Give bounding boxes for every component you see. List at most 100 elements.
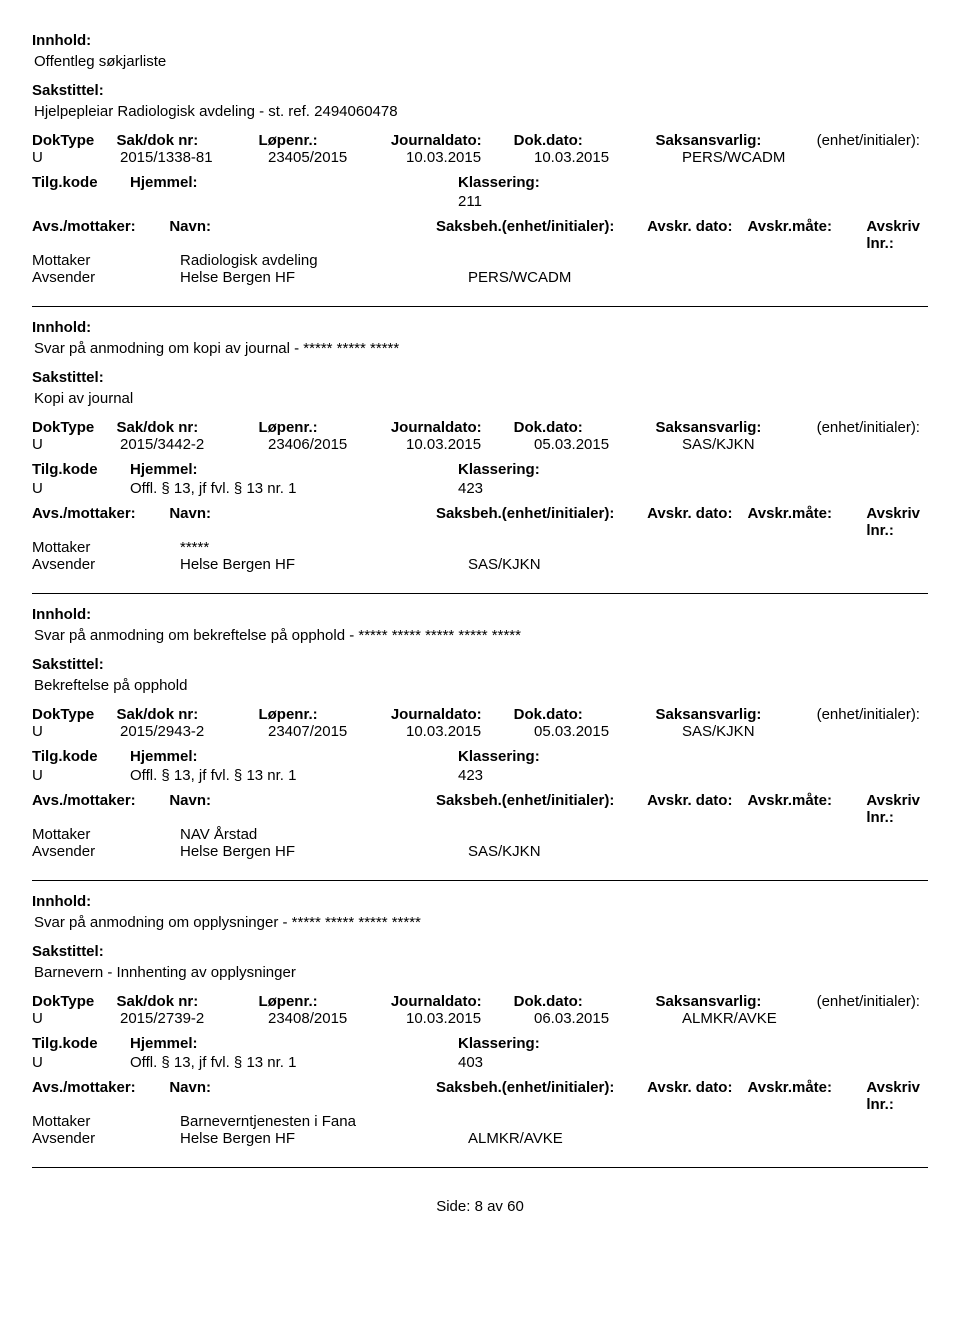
klassering-label: Klassering: <box>458 748 928 765</box>
sakdok-value: 2015/1338-81 <box>120 149 268 166</box>
hjemmel-value: Offl. § 13, jf fvl. § 13 nr. 1 <box>130 1054 458 1071</box>
journaldato-label: Journaldato: <box>391 132 514 149</box>
avskrmate-label: Avskr.måte: <box>748 218 867 252</box>
avsmottaker-label: Avs./mottaker: <box>32 218 169 252</box>
saksbeh-value: SAS/KJKN <box>468 843 928 860</box>
saksansvarlig-label: Saksansvarlig: <box>656 706 817 723</box>
enhet-label: (enhet/initialer): <box>817 706 928 723</box>
dokdato-value: 05.03.2015 <box>534 436 682 453</box>
klassering-value: 423 <box>458 480 928 497</box>
hjemmel-value: Offl. § 13, jf fvl. § 13 nr. 1 <box>130 767 458 784</box>
hjemmel-value: Offl. § 13, jf fvl. § 13 nr. 1 <box>130 480 458 497</box>
sakstittel-value: Kopi av journal <box>34 390 928 407</box>
journaldato-value: 10.03.2015 <box>406 1010 534 1027</box>
mottaker-navn: Radiologisk avdeling <box>180 252 468 269</box>
sakdok-label: Sak/dok nr: <box>117 419 259 436</box>
page-footer: Side: 8 av 60 <box>32 1168 928 1225</box>
avskrmate-label: Avskr.måte: <box>748 505 867 539</box>
innhold-label: Innhold: <box>32 32 928 49</box>
doktype-label: DokType <box>32 132 117 149</box>
avsender-label: Avsender <box>32 843 180 860</box>
journal-entry: Innhold: Svar på anmodning om bekreftels… <box>32 594 928 881</box>
klassering-label: Klassering: <box>458 461 928 478</box>
mottaker-navn: Barneverntjenesten i Fana <box>180 1113 468 1130</box>
navn-label: Navn: <box>169 505 436 539</box>
navn-label: Navn: <box>169 1079 436 1113</box>
tilgkode-value: U <box>32 1054 130 1071</box>
page-number: 8 <box>475 1198 483 1215</box>
saksbeh-label: Saksbeh.(enhet/initialer): <box>436 218 647 252</box>
av-label: av <box>487 1198 503 1215</box>
journaldato-label: Journaldato: <box>391 993 514 1010</box>
doktype-value: U <box>32 149 120 166</box>
dokdato-label: Dok.dato: <box>514 993 656 1010</box>
sakstittel-value: Hjelpepleiar Radiologisk avdeling - st. … <box>34 103 928 120</box>
sakdok-label: Sak/dok nr: <box>117 993 259 1010</box>
hjemmel-label: Hjemmel: <box>130 1035 458 1052</box>
innhold-value: Offentleg søkjarliste <box>34 53 928 70</box>
saksansvarlig-value: SAS/KJKN <box>682 436 850 453</box>
doktype-label: DokType <box>32 993 117 1010</box>
lopenr-label: Løpenr.: <box>258 419 390 436</box>
dokdato-label: Dok.dato: <box>514 132 656 149</box>
avsender-navn: Helse Bergen HF <box>180 269 468 286</box>
avskrivlnr-label: Avskriv lnr.: <box>866 505 928 539</box>
tilgkode-label: Tilg.kode <box>32 1035 130 1052</box>
sakdok-value: 2015/2943-2 <box>120 723 268 740</box>
saksbeh-value: SAS/KJKN <box>468 556 928 573</box>
navn-label: Navn: <box>169 218 436 252</box>
innhold-label: Innhold: <box>32 606 928 623</box>
klassering-label: Klassering: <box>458 1035 928 1052</box>
doktype-label: DokType <box>32 419 117 436</box>
avsender-navn: Helse Bergen HF <box>180 843 468 860</box>
saksansvarlig-value: ALMKR/AVKE <box>682 1010 850 1027</box>
sakstittel-value: Bekreftelse på opphold <box>34 677 928 694</box>
tilgkode-label: Tilg.kode <box>32 748 130 765</box>
mottaker-label: Mottaker <box>32 826 180 843</box>
mottaker-label: Mottaker <box>32 252 180 269</box>
sakdok-value: 2015/3442-2 <box>120 436 268 453</box>
avsender-navn: Helse Bergen HF <box>180 1130 468 1147</box>
avsender-label: Avsender <box>32 1130 180 1147</box>
tilgkode-value <box>32 193 130 210</box>
avskrmate-label: Avskr.måte: <box>748 1079 867 1113</box>
tilgkode-label: Tilg.kode <box>32 174 130 191</box>
mottaker-navn: ***** <box>180 539 468 556</box>
avsmottaker-label: Avs./mottaker: <box>32 792 169 826</box>
navn-label: Navn: <box>169 792 436 826</box>
avsender-label: Avsender <box>32 556 180 573</box>
klassering-value: 423 <box>458 767 928 784</box>
sakdok-label: Sak/dok nr: <box>117 132 259 149</box>
avskrivlnr-label: Avskriv lnr.: <box>866 792 928 826</box>
tilgkode-value: U <box>32 767 130 784</box>
sakstittel-label: Sakstittel: <box>32 369 928 386</box>
dokdato-value: 10.03.2015 <box>534 149 682 166</box>
doktype-value: U <box>32 1010 120 1027</box>
hjemmel-value <box>130 193 458 210</box>
avskrmate-label: Avskr.måte: <box>748 792 867 826</box>
side-label: Side: <box>436 1198 470 1215</box>
sakstittel-label: Sakstittel: <box>32 943 928 960</box>
journaldato-value: 10.03.2015 <box>406 149 534 166</box>
saksbeh-value: PERS/WCADM <box>468 269 928 286</box>
saksbeh-label: Saksbeh.(enhet/initialer): <box>436 792 647 826</box>
hjemmel-label: Hjemmel: <box>130 748 458 765</box>
mottaker-label: Mottaker <box>32 539 180 556</box>
doktype-value: U <box>32 436 120 453</box>
lopenr-value: 23408/2015 <box>268 1010 406 1027</box>
journal-entry: Innhold: Svar på anmodning om opplysning… <box>32 881 928 1168</box>
saksbeh-value: ALMKR/AVKE <box>468 1130 928 1147</box>
doktype-label: DokType <box>32 706 117 723</box>
klassering-label: Klassering: <box>458 174 928 191</box>
journaldato-label: Journaldato: <box>391 706 514 723</box>
saksansvarlig-label: Saksansvarlig: <box>656 993 817 1010</box>
total-pages: 60 <box>507 1198 524 1215</box>
innhold-label: Innhold: <box>32 893 928 910</box>
hjemmel-label: Hjemmel: <box>130 461 458 478</box>
saksansvarlig-label: Saksansvarlig: <box>656 419 817 436</box>
avskrivlnr-label: Avskriv lnr.: <box>866 1079 928 1113</box>
sakdok-value: 2015/2739-2 <box>120 1010 268 1027</box>
avskrdato-label: Avskr. dato: <box>647 218 747 252</box>
klassering-value: 403 <box>458 1054 928 1071</box>
enhet-label: (enhet/initialer): <box>817 132 928 149</box>
